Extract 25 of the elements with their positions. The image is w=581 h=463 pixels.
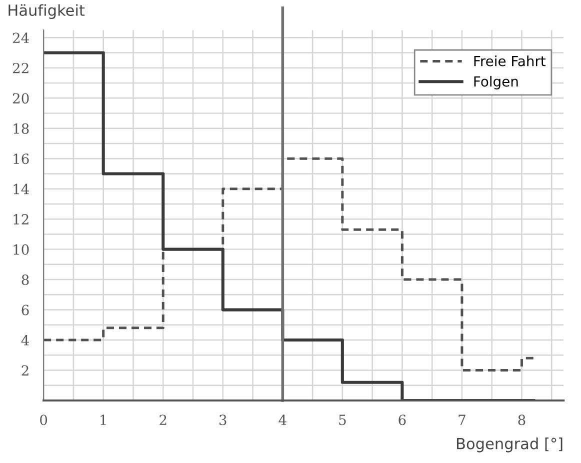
y-tick-label: 10 [14, 244, 29, 255]
y-tick-label: 14 [14, 184, 29, 194]
y-tick-label: 12 [14, 214, 28, 224]
y-axis-title: Häufigkeit [8, 4, 85, 19]
y-tick-label: 6 [22, 304, 29, 316]
x-tick-label: 8 [518, 414, 526, 426]
x-tick-label: 4 [278, 414, 286, 425]
x-tick-label: 1 [100, 414, 106, 425]
x-tick-label: 0 [40, 414, 48, 426]
x-tick-label: 5 [339, 414, 346, 426]
x-tick-label: 2 [160, 414, 166, 425]
y-tick-label: 20 [12, 93, 29, 104]
x-tick-label: 7 [458, 414, 466, 425]
y-tick-label: 8 [22, 274, 29, 286]
x-tick-label: 6 [398, 414, 406, 426]
y-tick-label: 24 [12, 32, 29, 43]
y-tick-label: 18 [14, 123, 29, 134]
legend-label: Freie Fahrt [474, 56, 546, 66]
y-tick-label: 4 [21, 334, 29, 346]
legend-label: Folgen [474, 76, 518, 90]
x-tick-label: 3 [220, 414, 226, 426]
y-tick-label: 22 [12, 62, 28, 74]
x-axis-title: Bogengrad [°] [457, 438, 562, 452]
y-tick-label: 16 [14, 154, 29, 164]
y-tick-label: 2 [22, 365, 28, 376]
